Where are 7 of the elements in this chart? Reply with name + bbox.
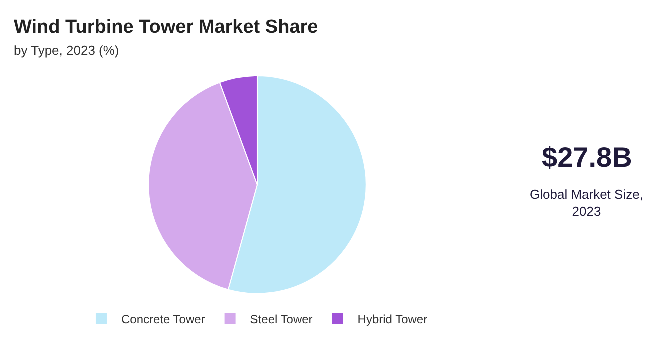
legend-label: Steel Tower — [250, 312, 313, 327]
text: Global Market Size, 2023 — [530, 187, 644, 219]
chart-title: Wind Turbine Tower Market Share — [14, 17, 318, 38]
text: $27.8B — [542, 142, 632, 173]
chart-subtitle: by Type, 2023 (%) — [14, 43, 120, 58]
legend-label: Concrete Tower — [121, 312, 206, 327]
legend-label: Hybrid Tower — [358, 312, 428, 327]
